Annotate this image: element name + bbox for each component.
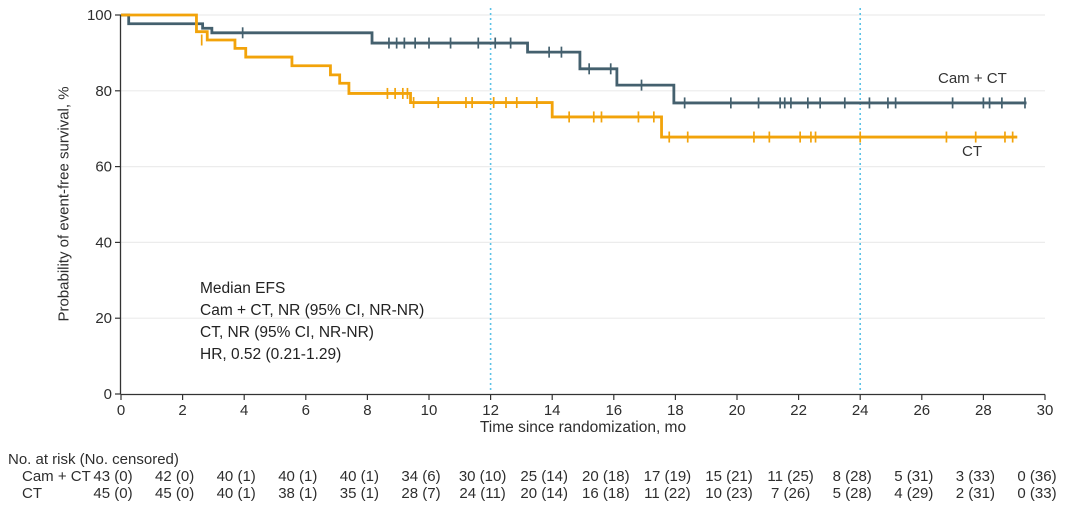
risk-cell: 40 (1) bbox=[216, 485, 256, 502]
risk-cell: 28 (7) bbox=[401, 485, 441, 502]
risk-cell: 15 (21) bbox=[705, 468, 753, 485]
x-tick-label: 28 bbox=[975, 402, 992, 419]
risk-cell: 4 (29) bbox=[894, 485, 934, 502]
risk-cell: 25 (14) bbox=[520, 468, 568, 485]
x-tick-label: 8 bbox=[363, 402, 371, 419]
risk-cell: 45 (0) bbox=[155, 485, 195, 502]
risk-cell: 45 (0) bbox=[93, 485, 133, 502]
risk-cell: 40 (1) bbox=[278, 468, 318, 485]
risk-cell: 5 (31) bbox=[894, 468, 934, 485]
y-tick-label: 0 bbox=[104, 386, 112, 403]
x-tick-label: 14 bbox=[544, 402, 561, 419]
risk-cell: 10 (23) bbox=[705, 485, 753, 502]
risk-cell: 20 (18) bbox=[582, 468, 630, 485]
x-tick-label: 26 bbox=[913, 402, 930, 419]
risk-cell: 5 (28) bbox=[832, 485, 872, 502]
annotation-line-camct: Cam + CT, NR (95% CI, NR-NR) bbox=[200, 302, 425, 319]
risk-cell: 17 (19) bbox=[643, 468, 692, 485]
risk-cell: 35 (1) bbox=[339, 485, 379, 502]
x-tick-label: 6 bbox=[302, 402, 310, 419]
curve-label-ct: CT bbox=[962, 143, 982, 160]
y-tick-label: 40 bbox=[95, 234, 112, 251]
risk-cell: 11 (22) bbox=[644, 485, 691, 502]
curve-label-camct: Cam + CT bbox=[938, 70, 1007, 87]
risk-cell: 20 (14) bbox=[520, 485, 568, 502]
risk-table-header: No. at risk (No. censored) bbox=[8, 451, 179, 468]
risk-cell: 40 (1) bbox=[339, 468, 379, 485]
y-axis-title: Probability of event-free survival, % bbox=[55, 86, 73, 322]
risk-cell: 42 (0) bbox=[155, 468, 195, 485]
risk-cell: 24 (11) bbox=[459, 485, 506, 502]
risk-cell: 0 (33) bbox=[1017, 485, 1057, 502]
y-tick-label: 80 bbox=[95, 83, 112, 100]
risk-cell: 11 (25) bbox=[767, 468, 814, 485]
annotation-line-hr: HR, 0.52 (0.21-1.29) bbox=[200, 346, 342, 363]
x-tick-label: 2 bbox=[178, 402, 186, 419]
risk-cell: 34 (6) bbox=[401, 468, 441, 485]
x-axis-title: Time since randomization, mo bbox=[479, 419, 687, 436]
median-efs-annotation: Median EFS Cam + CT, NR (95% CI, NR-NR) … bbox=[200, 278, 424, 366]
x-tick-label: 30 bbox=[1037, 402, 1054, 419]
x-tick-label: 10 bbox=[421, 402, 438, 419]
risk-cell: 8 (28) bbox=[832, 468, 872, 485]
y-tick-label: 100 bbox=[87, 7, 112, 24]
risk-cell: 43 (0) bbox=[93, 468, 133, 485]
risk-cell: 2 (31) bbox=[955, 485, 995, 502]
x-tick-label: 24 bbox=[852, 402, 869, 419]
y-tick-label: 60 bbox=[95, 159, 112, 176]
risk-cell: 38 (1) bbox=[278, 485, 318, 502]
survival-curve-camct bbox=[121, 13, 1027, 105]
x-tick-label: 16 bbox=[605, 402, 622, 419]
x-tick-label: 0 bbox=[117, 402, 125, 419]
risk-cell: 7 (26) bbox=[771, 485, 811, 502]
risk-cell: 30 (10) bbox=[458, 468, 507, 485]
x-tick-label: 20 bbox=[729, 402, 746, 419]
annotation-line-ct: CT, NR (95% CI, NR-NR) bbox=[200, 324, 374, 341]
x-tick-label: 18 bbox=[667, 402, 684, 419]
x-tick-label: 22 bbox=[790, 402, 807, 419]
x-tick-label: 12 bbox=[482, 402, 499, 419]
risk-cell: 40 (1) bbox=[216, 468, 256, 485]
risk-row-label-ct: CT bbox=[22, 485, 42, 502]
survival-curve-ct bbox=[121, 13, 1018, 139]
y-tick-label: 20 bbox=[95, 310, 112, 327]
risk-cell: 0 (36) bbox=[1017, 468, 1057, 485]
risk-cell: 16 (18) bbox=[582, 485, 630, 502]
x-tick-label: 4 bbox=[240, 402, 248, 419]
annotation-line-median-efs: Median EFS bbox=[200, 280, 286, 297]
risk-row-label-camct: Cam + CT bbox=[22, 468, 91, 485]
risk-cell: 3 (33) bbox=[955, 468, 995, 485]
